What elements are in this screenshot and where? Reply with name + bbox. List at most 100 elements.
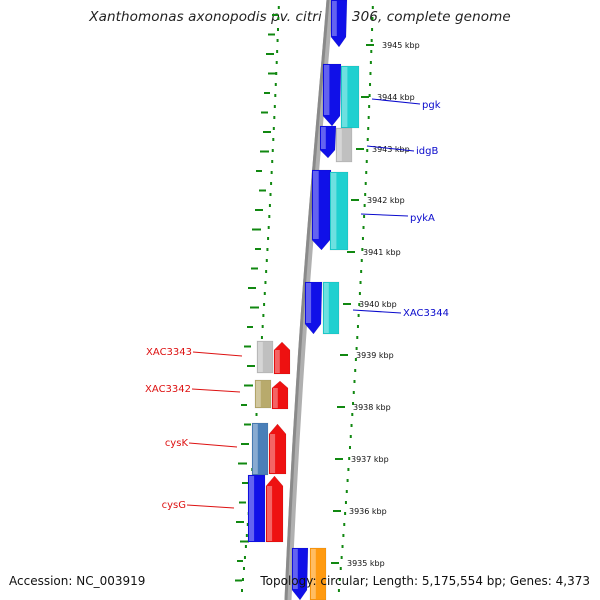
cds-forward-highlight [306, 283, 312, 323]
gc-dot [276, 50, 279, 53]
scale-tick-label: 3944 kbp [377, 93, 415, 102]
gc-dot [369, 83, 372, 86]
gc-dot [276, 39, 279, 42]
gc-skew-dash [259, 189, 266, 192]
gc-dot [271, 149, 274, 152]
gene-label-cysK: cysK [165, 438, 189, 449]
gene-label-leader [186, 504, 235, 509]
cds-forward [330, 0, 348, 48]
gc-dot [366, 149, 369, 152]
accession-text: Accession: NC_003919 [9, 574, 146, 588]
gc-skew-dash [272, 14, 278, 16]
gc-skew-dash [266, 53, 274, 55]
feature-cyan-highlight [324, 283, 329, 333]
gc-dot [366, 138, 369, 141]
gc-dot [355, 347, 358, 350]
gc-dot [353, 380, 356, 383]
cds-forward-highlight [313, 171, 319, 239]
gc-dot [361, 248, 364, 251]
gc-dot [371, 17, 374, 20]
gene-label-XAC3343: XAC3343 [146, 347, 192, 358]
gene-label-leader [188, 442, 238, 448]
gene-label-leader [360, 213, 409, 217]
gc-dot [348, 446, 351, 449]
gc-dot [274, 94, 277, 97]
gc-dot [244, 545, 247, 548]
scale-tick-label: 3936 kbp [349, 507, 387, 516]
gc-dot [270, 171, 273, 174]
gc-dot [364, 193, 367, 196]
gene-label-leader [371, 98, 421, 105]
gc-dot [364, 182, 367, 185]
gc-skew-dash [255, 248, 261, 250]
gene-label-idgB: idgB [416, 146, 438, 157]
feature-orange-highlight [311, 549, 316, 599]
gc-dot [360, 259, 363, 262]
genome-backbone-core [284, 0, 330, 600]
gc-dot [343, 523, 346, 526]
gc-dot [367, 127, 370, 130]
gc-skew-dash [264, 92, 270, 94]
scale-tick-label: 3945 kbp [382, 41, 420, 50]
gc-dot [341, 545, 344, 548]
cds-reverse [268, 423, 287, 475]
gc-skew-dash [247, 326, 253, 328]
feature-grey-highlight [258, 342, 263, 372]
gc-dot [346, 479, 349, 482]
gc-skew-dash [237, 560, 243, 562]
feature-grey-highlight [337, 129, 342, 161]
gc-skew-dash [268, 72, 277, 75]
gc-skew-dash [247, 365, 255, 367]
feature-layer [247, 0, 360, 600]
gc-dot [245, 534, 248, 537]
cds-forward-highlight [324, 65, 330, 115]
gc-dot [273, 105, 276, 108]
gc-dot [243, 556, 246, 559]
feature-orange [309, 547, 327, 600]
gc-dot [270, 182, 273, 185]
gc-dot [276, 28, 279, 31]
scale-tick-label: 3939 kbp [356, 351, 394, 360]
cds-forward [319, 125, 337, 159]
gc-skew-dash [263, 131, 271, 133]
gene-label-leader [366, 145, 415, 152]
gc-dot [352, 402, 355, 405]
gc-skew-dash [241, 443, 249, 445]
gc-skew-dash [250, 306, 259, 309]
feature-cyan [329, 171, 349, 251]
gc-dot [354, 369, 357, 372]
scale-tick-label: 3941 kbp [363, 248, 401, 257]
cds-reverse [273, 341, 291, 375]
cds-reverse [271, 380, 289, 410]
gc-dot [261, 325, 264, 328]
gene-label-XAC3342: XAC3342 [145, 384, 191, 395]
scale-tick-label: 3943 kbp [372, 145, 410, 154]
gc-dot [275, 61, 278, 64]
gc-dot [340, 556, 343, 559]
gc-skew-dash [244, 345, 251, 348]
gc-dot [350, 424, 353, 427]
gc-dot [345, 490, 348, 493]
gc-dot [344, 501, 347, 504]
scale-ticks: 3945 kbp 3944 kbp 3943 kbp 3942 kbp 3941… [331, 41, 420, 568]
cds-forward-highlight [293, 549, 298, 589]
gc-skew-dash [235, 579, 242, 582]
feature-khaki-highlight [256, 381, 261, 407]
gc-dot [369, 61, 372, 64]
feature-grey [335, 127, 353, 163]
gc-dot [266, 248, 269, 251]
gc-dot [358, 303, 361, 306]
gc-dot [265, 259, 268, 262]
gc-dot [347, 468, 350, 471]
gc-skew-dash [248, 287, 256, 289]
gc-dot [342, 534, 345, 537]
gc-skew-dash [241, 404, 247, 406]
gc-dot [268, 204, 271, 207]
gc-dot [368, 94, 371, 97]
gc-dot [363, 215, 366, 218]
gc-dot [277, 17, 280, 20]
feature-khaki [254, 379, 272, 409]
gene-label-cysG: cysG [162, 500, 186, 511]
gene-label-pykA: pykA [410, 213, 435, 224]
